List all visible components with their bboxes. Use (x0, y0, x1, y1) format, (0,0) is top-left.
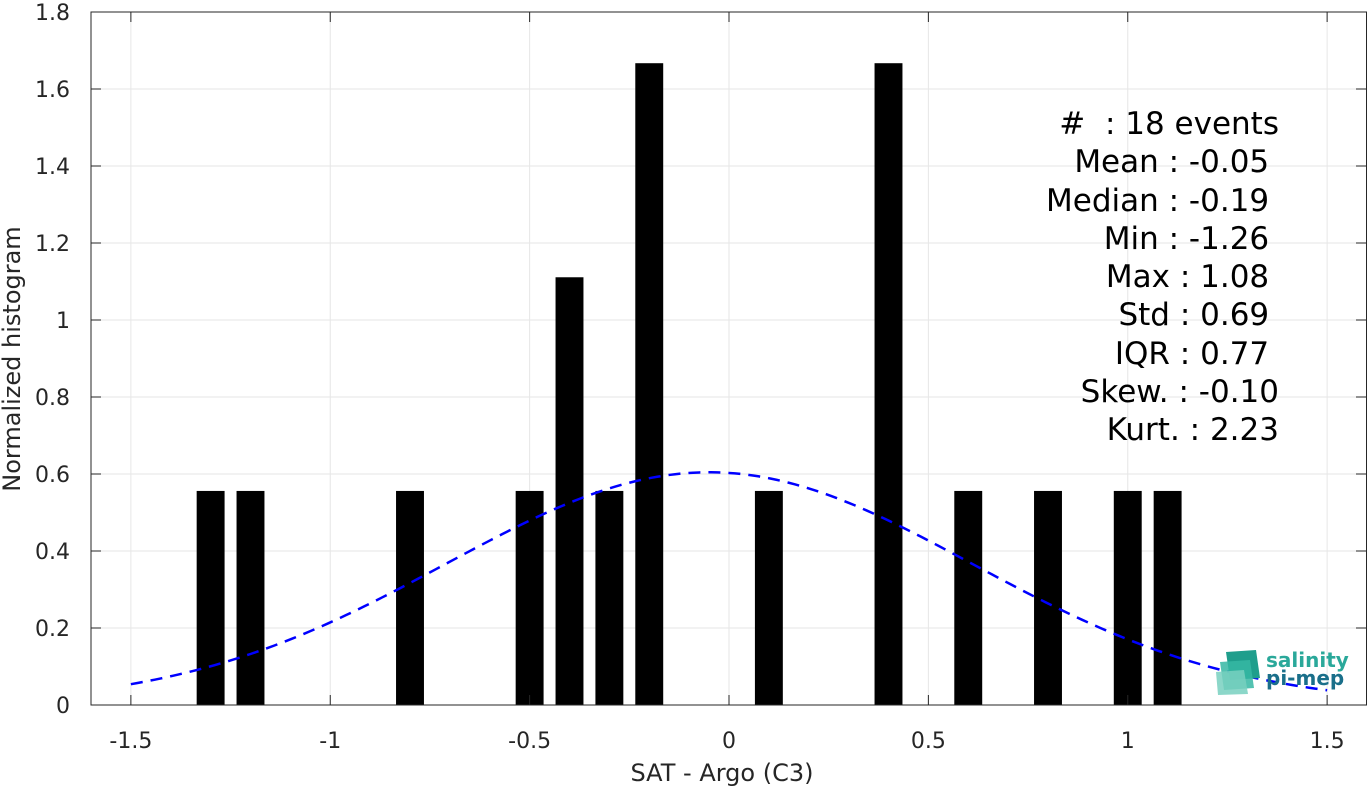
stat-max: Max : 1.08 (1105, 259, 1279, 296)
y-tick-label: 1.2 (35, 232, 70, 257)
x-tick-label: -0.5 (508, 729, 551, 754)
stat-std: Std : 0.69 (1118, 297, 1279, 334)
histogram-bar (954, 490, 983, 705)
histogram-bar (1153, 490, 1182, 705)
y-axis-title: Normalized histogram (0, 226, 26, 491)
logo-line2: pi-mep (1266, 666, 1345, 690)
x-tick-label: -1.5 (109, 729, 152, 754)
x-tick-label: 0 (722, 729, 736, 754)
histogram-bar (515, 490, 544, 705)
y-tick-label: 0.8 (35, 386, 70, 411)
y-tick-label: 1.8 (35, 1, 70, 26)
stat-kurt: Kurt. : 2.23 (1106, 412, 1279, 449)
histogram-bar (1113, 490, 1142, 705)
fit-curve-group (130, 471, 1328, 692)
x-axis-title: SAT - Argo (C3) (631, 759, 814, 787)
logo-icon (1216, 650, 1260, 695)
y-tick-label: 1.4 (35, 155, 70, 180)
x-tick-label: 1.5 (1310, 729, 1345, 754)
histogram-bar (874, 63, 903, 705)
histogram-bar (754, 490, 783, 705)
histogram-bar (1034, 490, 1062, 705)
x-tick-label: -1 (319, 729, 341, 754)
histogram-bar (555, 277, 584, 705)
y-tick-label: 0.4 (35, 540, 70, 565)
salinity-pimep-logo: salinity pi-mep (1216, 648, 1349, 696)
histogram-bar (635, 63, 664, 705)
stat-mean: Mean : -0.05 (1074, 144, 1279, 181)
y-tick-label: 1.6 (35, 78, 70, 103)
y-tick-label: 0.6 (35, 463, 70, 488)
stat-events: # : 18 events (1059, 106, 1279, 142)
histogram-bar (396, 490, 424, 705)
logo-line1: salinity (1266, 648, 1349, 672)
fit-curve (130, 471, 1328, 692)
y-tick-label: 0 (56, 694, 70, 719)
stat-median: Median : -0.19 (1046, 182, 1279, 219)
stat-min: Min : -1.26 (1103, 220, 1279, 257)
y-tick-label: 1 (56, 309, 70, 334)
axes: -1.5 -1 -0.5 0 0.5 1 1.5 0 0.2 0.4 0.6 0.8 1 1.2 1.4 1.… (35, 1, 1367, 754)
histogram-bar (196, 490, 225, 705)
stats-box: # : 18 events Mean : -0.05 Median : -0.1… (1046, 105, 1279, 450)
x-tick-label: 0.5 (911, 729, 946, 754)
y-tick-label: 0.2 (35, 617, 70, 642)
histogram-bars (196, 63, 1182, 705)
histogram-bar (236, 490, 265, 705)
x-tick-label: 1 (1121, 729, 1135, 754)
histogram-bar (595, 490, 624, 705)
stat-iqr: IQR : 0.77 (1114, 335, 1279, 372)
stat-skew: Skew. : -0.10 (1080, 374, 1279, 411)
